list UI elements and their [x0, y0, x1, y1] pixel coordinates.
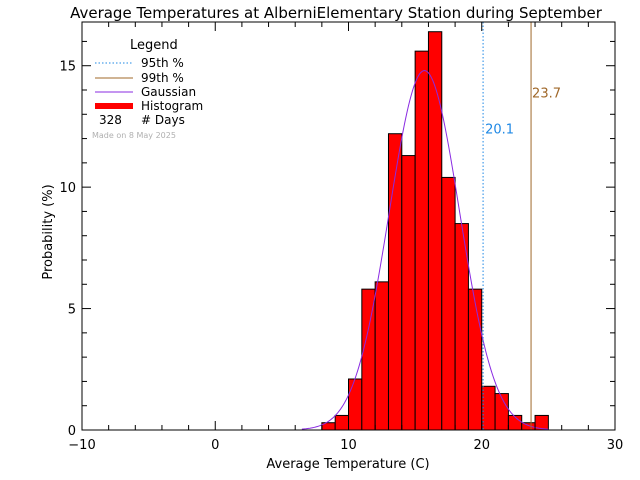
histogram-bar	[401, 155, 416, 431]
x-tick-label: 20	[473, 438, 490, 453]
chart-title: Average Temperatures at AlberniElementar…	[70, 4, 603, 22]
histogram-bar	[348, 378, 363, 431]
histogram-bar	[427, 31, 443, 431]
histogram-bar	[494, 393, 509, 431]
legend: Legend 95th % 99th % Gaussian Histogram …	[92, 38, 203, 140]
legend-label-histogram: Histogram	[141, 99, 203, 113]
p95-value-label: 20.1	[485, 123, 514, 138]
legend-days-count: 328	[99, 113, 122, 127]
y-tick-label: 15	[59, 60, 76, 75]
x-tick-label: −10	[68, 438, 95, 453]
legend-days-label: # Days	[141, 113, 185, 127]
histogram-bar	[481, 385, 496, 431]
histogram-bar	[441, 176, 456, 431]
x-tick-label: 30	[607, 438, 624, 453]
y-tick-label: 5	[68, 303, 76, 318]
gaussian-curve	[301, 70, 549, 430]
histogram-bars	[321, 31, 549, 431]
percentile-layer: 20.1 23.7	[482, 22, 561, 430]
legend-label-gaussian: Gaussian	[141, 85, 196, 99]
x-axis-label: Average Temperature (C)	[266, 457, 429, 472]
histogram-bar	[361, 288, 376, 431]
legend-label-99th: 99th %	[141, 71, 184, 85]
y-axis-label: Probability (%)	[41, 184, 56, 279]
histogram-bar	[467, 288, 483, 431]
histogram-bar	[414, 50, 429, 431]
histogram-bar	[374, 281, 389, 431]
p99-value-label: 23.7	[532, 86, 561, 101]
y-tick-label: 10	[59, 181, 76, 196]
y-tick-label: 0	[68, 424, 76, 439]
histogram-bar	[334, 414, 349, 431]
x-tick-label: 0	[211, 438, 219, 453]
legend-label-95th: 95th %	[141, 56, 184, 70]
watermark-made-on: Made on 8 May 2025	[92, 131, 176, 140]
x-tick-label: 10	[340, 438, 357, 453]
gaussian-layer	[301, 70, 549, 430]
legend-title: Legend	[130, 38, 178, 53]
